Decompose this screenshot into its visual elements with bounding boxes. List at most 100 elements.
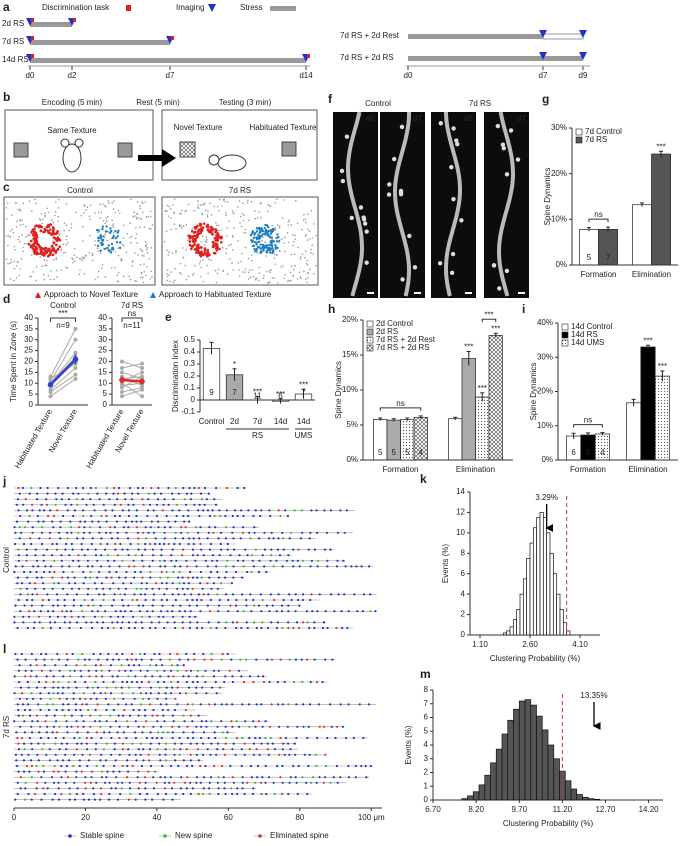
spine-dot bbox=[64, 770, 67, 773]
spine-dot bbox=[161, 708, 164, 712]
spine-dot bbox=[70, 542, 73, 546]
spine-dot bbox=[155, 503, 159, 506]
spine-dot bbox=[178, 692, 182, 695]
spine-dot bbox=[252, 565, 256, 568]
spine-dot bbox=[130, 652, 134, 656]
spine-dot bbox=[246, 554, 249, 557]
track-dot bbox=[251, 259, 253, 262]
spine-dot bbox=[334, 736, 337, 740]
spine-dot bbox=[104, 697, 107, 700]
imaging-marker bbox=[579, 30, 587, 38]
spine-dot bbox=[113, 748, 116, 751]
panel-label: k bbox=[420, 472, 427, 486]
track-dot bbox=[185, 209, 188, 212]
spine-dot bbox=[46, 593, 49, 596]
spine-dot bbox=[31, 748, 34, 751]
spine bbox=[398, 190, 404, 195]
novel-dot bbox=[45, 251, 48, 255]
habituated-dot bbox=[260, 250, 263, 253]
spine-dot bbox=[147, 680, 151, 684]
spine-dot bbox=[147, 697, 150, 700]
track-dot bbox=[44, 264, 47, 267]
spine-dot bbox=[231, 593, 235, 596]
spine-dot bbox=[244, 548, 247, 551]
track-dot bbox=[244, 268, 247, 270]
spine-dot bbox=[167, 486, 170, 490]
spine-dot bbox=[63, 598, 66, 602]
legend-dot bbox=[68, 834, 72, 838]
spine-dot bbox=[49, 626, 52, 630]
track-dot bbox=[129, 278, 132, 281]
spine-dot bbox=[112, 770, 115, 773]
spine-dot bbox=[141, 697, 145, 700]
spine-dot bbox=[166, 731, 170, 734]
spine-dot bbox=[60, 559, 63, 562]
spine-dot bbox=[68, 792, 72, 796]
spine-dot bbox=[87, 492, 90, 495]
spine-dot bbox=[259, 514, 262, 518]
novel-dot bbox=[50, 244, 54, 248]
spine-dot bbox=[138, 664, 141, 667]
x-tick-label: Elimination bbox=[456, 465, 495, 474]
x-tick-label: 12.70 bbox=[595, 805, 616, 814]
spine-dot bbox=[139, 652, 142, 656]
novel-dot bbox=[56, 247, 60, 251]
spine-dot bbox=[224, 526, 228, 529]
novel-dot bbox=[197, 232, 201, 235]
spine-dot bbox=[215, 753, 218, 756]
spine-dot bbox=[60, 764, 63, 768]
y-tick-label: 15% bbox=[342, 350, 358, 359]
track-dot bbox=[215, 224, 218, 226]
habituated-dot bbox=[269, 247, 272, 251]
panel-label: j bbox=[2, 474, 6, 488]
track-dot bbox=[168, 205, 170, 208]
row-label: 7d RS + 2d RS bbox=[340, 53, 394, 62]
spine-dot bbox=[121, 748, 125, 751]
spine-dot bbox=[156, 748, 159, 751]
spine-dot bbox=[19, 514, 22, 518]
spine-dot bbox=[130, 610, 133, 613]
spine-dot bbox=[215, 565, 218, 568]
spine-dot bbox=[336, 559, 339, 562]
spine-dot bbox=[183, 610, 187, 613]
spine-dot bbox=[118, 736, 121, 740]
spine-dot bbox=[91, 626, 94, 630]
spine-dot bbox=[82, 582, 85, 585]
track-dot bbox=[21, 219, 24, 221]
track-dot bbox=[20, 258, 23, 260]
spine-dot bbox=[57, 787, 60, 790]
spine-dot bbox=[360, 565, 363, 568]
track-dot bbox=[251, 269, 253, 272]
spine-dot bbox=[301, 680, 304, 684]
spine-dot bbox=[119, 610, 122, 613]
spine-dot bbox=[242, 565, 245, 568]
habituated-dot bbox=[253, 233, 256, 236]
spine-dot bbox=[52, 514, 56, 518]
spine-dot bbox=[216, 593, 219, 596]
spine-dot bbox=[167, 542, 170, 546]
n-label: 7 bbox=[301, 388, 306, 397]
track-dot bbox=[226, 235, 228, 237]
spine-dot bbox=[197, 792, 200, 796]
spine-dot bbox=[316, 565, 319, 568]
spine-dot bbox=[105, 576, 108, 579]
spine-dot bbox=[75, 486, 78, 490]
legend-dot bbox=[163, 834, 167, 838]
spine-dot bbox=[195, 686, 198, 689]
spine-dot bbox=[17, 748, 21, 751]
track-dot bbox=[244, 271, 246, 273]
spine-dot bbox=[217, 787, 220, 790]
spine-dot bbox=[179, 787, 183, 790]
spine-dot bbox=[16, 792, 19, 796]
bar bbox=[632, 204, 652, 266]
legend-label: Imaging bbox=[176, 3, 204, 12]
spine bbox=[491, 263, 497, 268]
track-dot bbox=[94, 240, 96, 242]
spine-dot bbox=[105, 742, 108, 745]
spine-dot bbox=[195, 692, 198, 695]
track-dot bbox=[53, 259, 55, 261]
spine-dot bbox=[39, 697, 42, 700]
novel-dot bbox=[210, 225, 213, 229]
spine-dot bbox=[98, 570, 101, 574]
spine-dot bbox=[153, 492, 156, 495]
